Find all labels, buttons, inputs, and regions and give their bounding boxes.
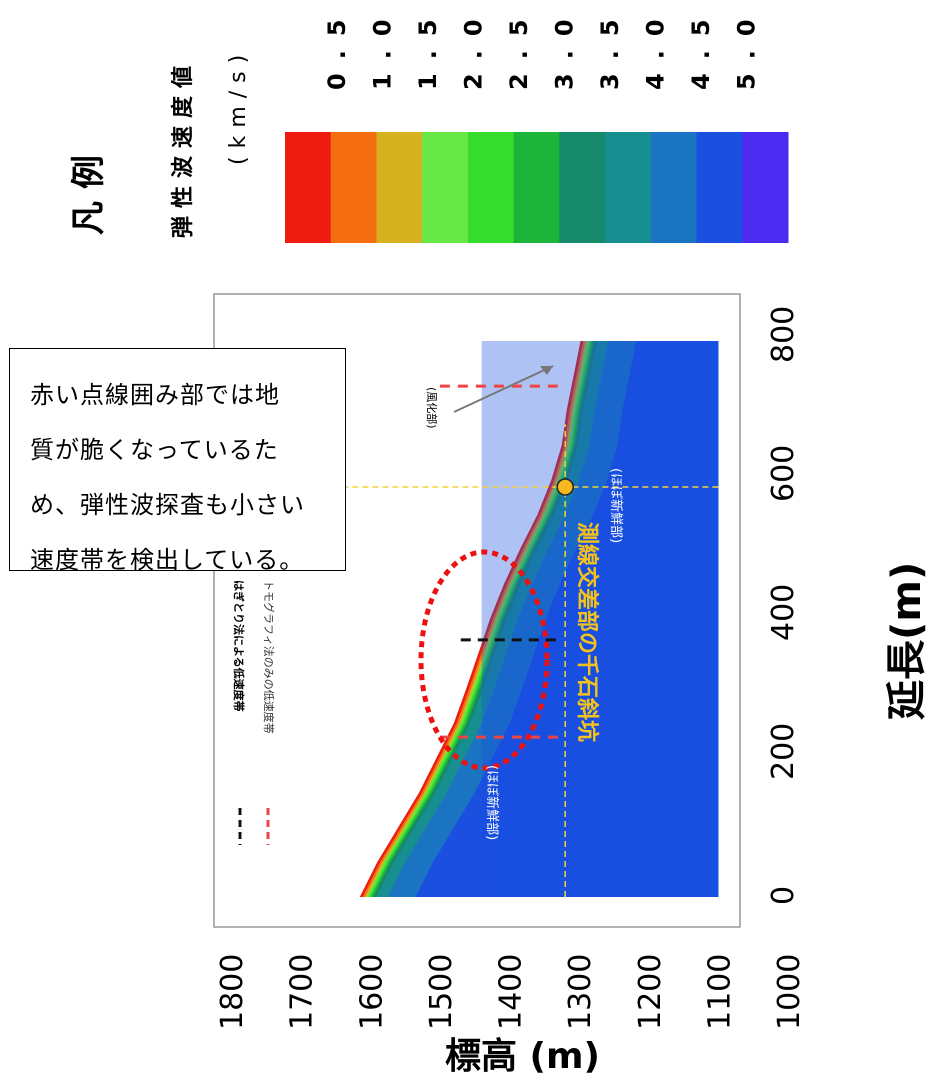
- legend-swatch: [605, 132, 652, 243]
- y-tick-label: 1400: [494, 954, 529, 1030]
- legend-values: 0.5 1.0 1.5 2.0 2.5 3.0 3.5 4.0 4.5 5.0: [323, 5, 761, 90]
- legend: 凡 例 弾性波速度値 (km/s) 0.5 1.0 1.5 2.0 2.5 3.0 3.5 4…: [69, 5, 789, 243]
- x-tick-label: 200: [766, 723, 801, 780]
- fragile-zone-ellipse: [418, 549, 550, 771]
- y-axis-label: 標高 (m): [445, 1036, 600, 1077]
- velocity-band: [415, 341, 719, 897]
- legend-label: 弾性波速度値: [170, 58, 196, 238]
- legend-swatch: [559, 132, 606, 243]
- note-line-1: 赤い点線囲み部では地: [30, 381, 280, 409]
- x-tick-label: 800: [766, 306, 801, 363]
- legend-value: 2.5: [505, 5, 533, 90]
- legend-value: 4.0: [642, 5, 670, 90]
- legend-value: 2.0: [460, 5, 488, 90]
- y-tick-label: 1100: [702, 954, 737, 1030]
- legend-swatch: [467, 132, 515, 243]
- legend-swatch: [422, 132, 469, 243]
- x-tick-label: 0: [766, 886, 801, 905]
- crossing-label: 測線交差部の千石斜坑: [574, 522, 600, 742]
- legend-swatch: [376, 132, 423, 243]
- legend-value: 3.0: [551, 5, 579, 90]
- legend-value: 1.5: [414, 5, 442, 90]
- fresh-right-label: (ほぼ新鮮部): [608, 468, 624, 543]
- y-tick-label: 1000: [772, 954, 807, 1030]
- legend-value: 4.5: [687, 5, 715, 90]
- legend-swatch: [285, 132, 332, 243]
- arrow-head: [540, 366, 553, 375]
- y-tick-label: 1700: [285, 954, 320, 1030]
- red-dash-legend-label: トモグラフィ法のみの低速度帯: [262, 580, 276, 734]
- weathered-arrow: [453, 365, 554, 413]
- fresh-left-label: (ほぼ新鮮部): [484, 765, 500, 840]
- weathered-label: (風化部): [425, 387, 439, 429]
- note-line-2: 質が脆くなっているた: [30, 436, 279, 464]
- legend-swatch: [650, 132, 698, 243]
- note-line-4: 速度帯を検出している。: [30, 546, 305, 574]
- note-line-3: め、弾性波探査も小さい: [30, 491, 305, 519]
- y-tick-label: 1300: [563, 954, 598, 1030]
- y-tick-label: 1600: [354, 954, 389, 1030]
- x-tick-label: 400: [766, 584, 801, 641]
- legend-swatch: [742, 132, 789, 243]
- legend-unit: (km/s): [226, 47, 251, 165]
- x-axis: 0 200 400 600 800: [766, 306, 801, 905]
- y-axis: 1000 1100 1200 1300 1400 1500 1600 1700 1800: [215, 954, 807, 1030]
- legend-value: 3.5: [596, 5, 624, 90]
- legend-value: 1.0: [369, 5, 397, 90]
- y-tick-label: 1800: [215, 954, 250, 1030]
- color-scale-bar: [285, 132, 789, 243]
- legend-value: 0.5: [323, 5, 351, 90]
- x-axis-label: 延長(m): [884, 562, 930, 720]
- crossing-point-marker: [556, 478, 574, 496]
- x-tick-label: 600: [766, 445, 801, 502]
- y-tick-label: 1200: [633, 954, 668, 1030]
- legend-swatch: [513, 132, 560, 243]
- legend-swatch: [330, 132, 377, 243]
- y-tick-label: 1500: [424, 954, 459, 1030]
- low-velocity-markers: [342, 384, 719, 897]
- legend-title: 凡 例: [69, 155, 109, 235]
- explanation-note: 赤い点線囲み部では地 質が脆くなっているた め、弾性波探査も小さい 速度帯を検出…: [9, 348, 346, 574]
- plot-area: はぎとり法による低速度帯 トモグラフィ法のみの低速度帯 (風化部) (ほぼ新鮮部) (ほ…: [232, 341, 719, 897]
- plot-annotations: はぎとり法による低速度帯 トモグラフィ法のみの低速度帯 (風化部) (ほぼ新鮮部) (ほ…: [232, 387, 624, 845]
- black-dash-legend-label: はぎとり法による低速度帯: [232, 580, 246, 712]
- deep-zone: [481, 341, 719, 897]
- legend-value: 5.0: [733, 5, 761, 90]
- legend-swatch: [696, 132, 743, 243]
